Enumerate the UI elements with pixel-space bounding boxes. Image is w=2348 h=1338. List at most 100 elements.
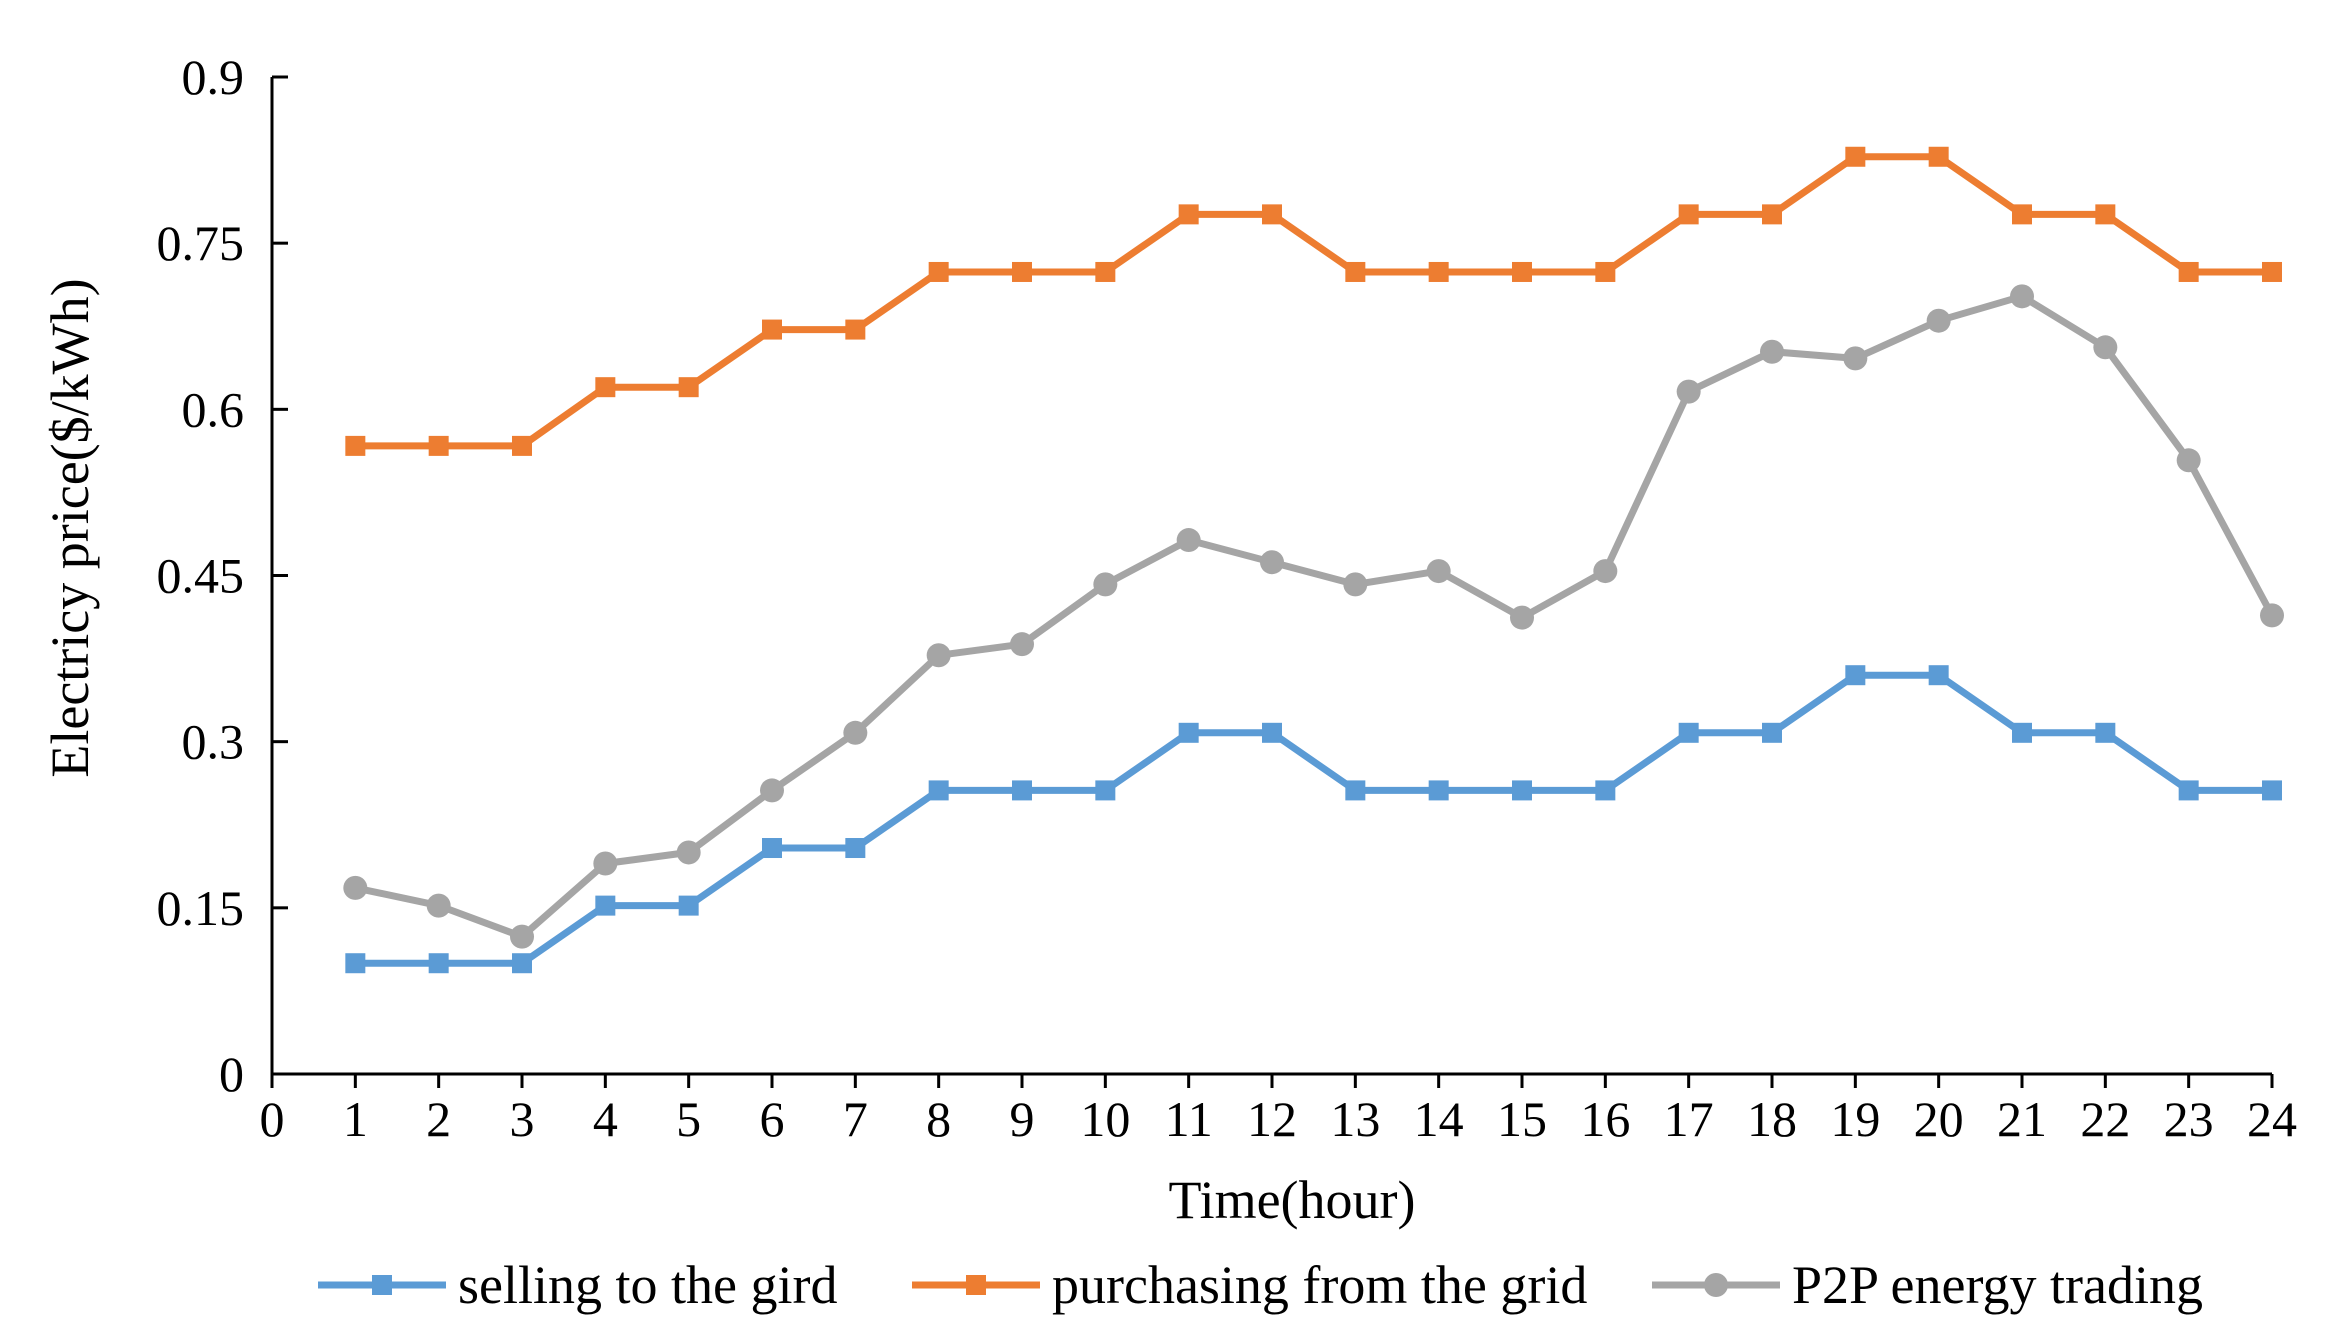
- legend-swatch-marker: [966, 1275, 986, 1295]
- x-tick-label: 3: [510, 1091, 535, 1147]
- data-point: [1343, 572, 1368, 597]
- data-point: [1426, 559, 1451, 584]
- data-point: [760, 778, 784, 803]
- data-point: [1762, 722, 1782, 743]
- data-point: [1012, 261, 1032, 282]
- data-point: [512, 953, 532, 974]
- data-point: [343, 875, 368, 900]
- data-point: [1428, 261, 1449, 282]
- x-tick-label: 18: [1747, 1091, 1797, 1147]
- data-point: [1093, 572, 1118, 597]
- data-point: [1678, 204, 1699, 225]
- plot-area: [343, 146, 2284, 974]
- y-tick-label: 0.15: [157, 880, 245, 936]
- data-point: [762, 838, 782, 859]
- data-point: [1095, 261, 1116, 282]
- x-tick-label: 16: [1580, 1091, 1630, 1147]
- data-point: [2010, 284, 2034, 309]
- series-line: [355, 671, 2272, 967]
- data-point: [595, 895, 616, 916]
- x-tick-label: 17: [1664, 1091, 1714, 1147]
- data-point: [843, 720, 868, 745]
- y-axis-title: Electricy price($/kWh): [40, 278, 100, 777]
- legend-item: selling to the gird: [318, 1255, 837, 1315]
- data-point: [1176, 528, 1201, 553]
- data-point: [1760, 339, 1784, 364]
- legend-swatch-marker: [372, 1275, 392, 1295]
- y-tick-label: 0.3: [182, 714, 245, 770]
- data-point: [1512, 261, 1532, 282]
- data-point: [1512, 780, 1532, 801]
- x-tick-label: 22: [2080, 1091, 2130, 1147]
- x-tick-label: 8: [926, 1091, 951, 1147]
- data-point: [1762, 204, 1782, 225]
- data-point: [1926, 308, 1951, 333]
- ticks: 00.150.30.450.60.750.90 1 2 3 4 5 6 7 8 9 10 11 12 13…: [157, 49, 2298, 1147]
- data-point: [2262, 780, 2282, 801]
- data-point: [762, 319, 782, 340]
- data-point: [1345, 261, 1366, 282]
- data-point: [1928, 146, 1949, 167]
- x-tick-label: 9: [1010, 1091, 1035, 1147]
- data-point: [676, 840, 701, 865]
- series-line: [355, 153, 2272, 450]
- x-tick-label: 12: [1247, 1091, 1297, 1147]
- data-point: [2262, 261, 2282, 282]
- data-point: [426, 893, 451, 918]
- data-point: [345, 435, 366, 456]
- data-point: [1928, 665, 1949, 686]
- y-tick-label: 0.6: [182, 381, 245, 437]
- legend-label: selling to the gird: [458, 1255, 837, 1315]
- data-point: [1843, 346, 1868, 371]
- data-point: [1095, 780, 1116, 801]
- data-point: [1345, 780, 1366, 801]
- x-tick-label: 5: [676, 1091, 701, 1147]
- data-point: [1845, 146, 1866, 167]
- data-point: [1510, 605, 1534, 630]
- data-point: [2176, 448, 2201, 473]
- x-tick-label: 0: [260, 1091, 285, 1147]
- data-point: [1262, 722, 1282, 743]
- y-tick-label: 0: [219, 1046, 244, 1102]
- data-point: [2012, 722, 2032, 743]
- y-tick-label: 0.9: [182, 49, 245, 105]
- data-point: [1595, 261, 1616, 282]
- x-tick-label: 19: [1830, 1091, 1880, 1147]
- legend: selling to the gird purchasing from the g…: [318, 1255, 2203, 1315]
- data-point: [595, 377, 616, 398]
- y-tick-label: 0.45: [157, 548, 245, 604]
- data-point: [926, 643, 951, 668]
- data-point: [1428, 780, 1449, 801]
- data-point: [2178, 780, 2199, 801]
- data-point: [510, 924, 534, 949]
- series-line: [354, 292, 2276, 941]
- data-point: [1178, 204, 1199, 225]
- data-point: [1593, 559, 1618, 584]
- x-tick-label: 4: [593, 1091, 618, 1147]
- x-tick-label: 10: [1080, 1091, 1130, 1147]
- legend-label: purchasing from the grid: [1052, 1255, 1587, 1315]
- legend-item: purchasing from the grid: [912, 1255, 1587, 1315]
- data-point: [1010, 632, 1034, 657]
- series-0: [345, 665, 2282, 974]
- series-2: [343, 284, 2284, 949]
- data-point: [845, 838, 866, 859]
- x-tick-label: 20: [1914, 1091, 1964, 1147]
- x-tick-label: 13: [1330, 1091, 1380, 1147]
- legend-item: P2P energy trading: [1652, 1255, 2203, 1315]
- data-point: [2012, 204, 2032, 225]
- x-tick-label: 11: [1165, 1091, 1213, 1147]
- data-point: [512, 435, 532, 456]
- x-tick-label: 24: [2247, 1091, 2297, 1147]
- data-point: [928, 780, 949, 801]
- data-point: [2260, 603, 2284, 628]
- series-1: [345, 146, 2282, 456]
- x-tick-label: 7: [843, 1091, 868, 1147]
- x-tick-label: 2: [426, 1091, 451, 1147]
- data-point: [845, 319, 866, 340]
- data-point: [1012, 780, 1032, 801]
- x-axis-title: Time(hour): [1168, 1170, 1415, 1230]
- x-tick-label: 6: [760, 1091, 785, 1147]
- data-point: [2178, 261, 2199, 282]
